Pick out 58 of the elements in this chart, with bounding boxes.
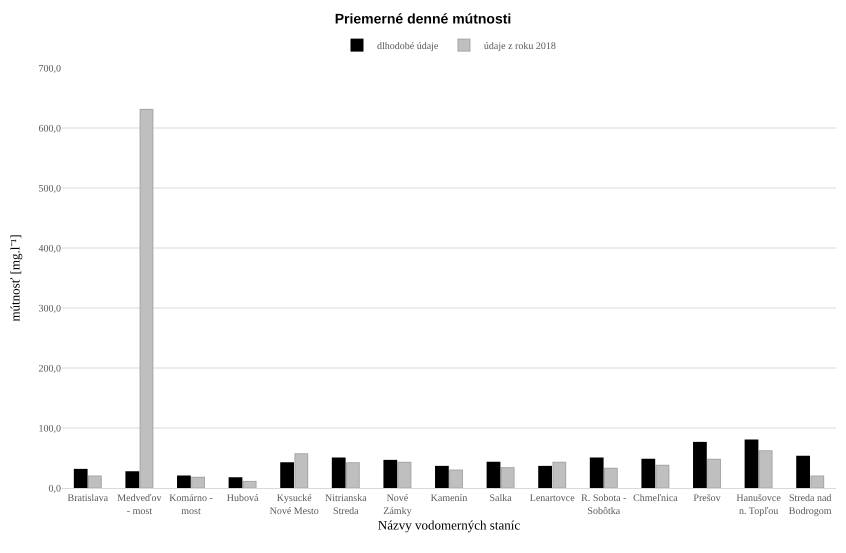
x-tick-label: Komárno - most bbox=[169, 493, 213, 517]
bar bbox=[641, 458, 656, 488]
bar bbox=[486, 462, 500, 488]
bar bbox=[758, 450, 773, 488]
x-axis-title: Názvy vodomerných staníc bbox=[378, 518, 520, 533]
bar bbox=[707, 458, 721, 488]
bar bbox=[744, 440, 758, 488]
y-tick-label: 600,0 bbox=[38, 124, 61, 134]
bar bbox=[604, 468, 618, 488]
bar bbox=[74, 468, 88, 488]
y-tick-label: 300,0 bbox=[38, 304, 61, 314]
x-tick-label: R. Sobota - Sobôtka bbox=[581, 493, 626, 517]
x-tick-label: Bratislava bbox=[68, 493, 109, 504]
x-tick-label: Chmeľnica bbox=[633, 493, 678, 504]
bar bbox=[383, 460, 398, 488]
y-tick-label: 0,0 bbox=[48, 484, 61, 494]
bar bbox=[125, 471, 140, 488]
bar bbox=[242, 480, 257, 488]
bar bbox=[346, 462, 360, 488]
y-tick-label: 500,0 bbox=[38, 184, 61, 194]
legend-label: dlhodobé údaje bbox=[377, 41, 439, 52]
bar bbox=[693, 442, 707, 488]
bar bbox=[449, 470, 463, 488]
x-tick-label: Kamenín bbox=[430, 493, 468, 504]
x-tick-label: Nové Zámky bbox=[383, 493, 412, 517]
legend-label: údaje z roku 2018 bbox=[484, 41, 556, 52]
x-tick-label: Hubová bbox=[226, 493, 259, 504]
y-tick-label: 700,0 bbox=[38, 64, 61, 74]
bar bbox=[398, 462, 412, 488]
x-tick-label: Salka bbox=[489, 493, 512, 504]
bar bbox=[590, 458, 604, 488]
chart-title: Priemerné denné mútnosti bbox=[334, 10, 512, 27]
x-tick-label: Streda nad Bodrogom bbox=[788, 493, 832, 517]
bar bbox=[280, 462, 294, 488]
x-tick-label: Nitrianska Streda bbox=[324, 493, 368, 517]
bar bbox=[810, 476, 824, 488]
bar bbox=[294, 453, 308, 488]
bar bbox=[435, 466, 449, 488]
x-tick-label: Kysucké Nové Mesto bbox=[270, 493, 319, 517]
x-tick-label: Medveďov - most bbox=[117, 493, 162, 517]
y-tick-label: 200,0 bbox=[38, 364, 61, 374]
y-axis-title: mútnosť [mg.l⁻¹] bbox=[7, 234, 22, 322]
bar bbox=[332, 458, 346, 488]
bar bbox=[500, 467, 515, 488]
bar bbox=[177, 476, 191, 488]
bar bbox=[140, 108, 154, 488]
x-tick-label: Lenartovce bbox=[530, 493, 576, 504]
y-tick-label: 100,0 bbox=[38, 424, 61, 434]
bar bbox=[656, 464, 670, 488]
bar bbox=[538, 466, 552, 488]
bar bbox=[228, 477, 242, 488]
bar bbox=[552, 462, 566, 488]
x-tick-label: Hanušovce n. Topľou bbox=[736, 493, 782, 517]
bar bbox=[191, 476, 205, 488]
y-tick-label: 400,0 bbox=[38, 244, 61, 254]
bar bbox=[796, 456, 810, 488]
bar bbox=[88, 476, 102, 488]
x-tick-label: Prešov bbox=[693, 493, 721, 504]
